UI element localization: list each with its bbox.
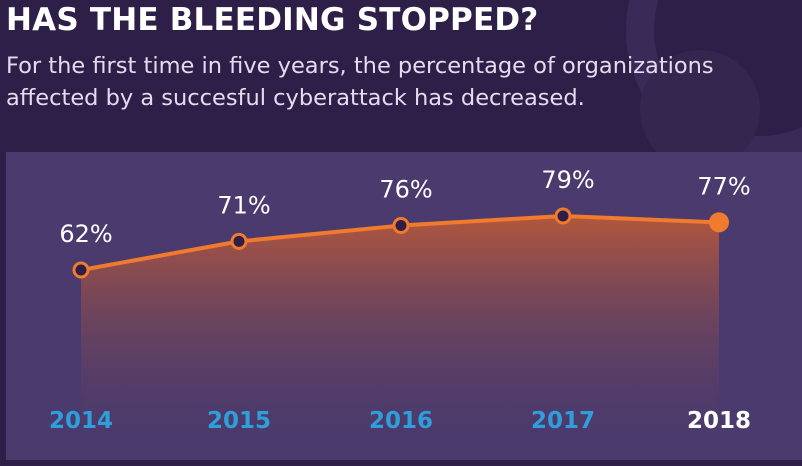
data-point-2017 (554, 207, 572, 225)
x-tick-label-2018: 2018 (687, 408, 751, 434)
x-tick-label-2014: 2014 (49, 408, 113, 434)
page-title: HAS THE BLEEDING STOPPED? (6, 2, 539, 38)
x-tick-label-2015: 2015 (207, 408, 271, 434)
area-fill (81, 216, 719, 460)
data-point-2016 (392, 217, 410, 235)
data-point-2014 (72, 261, 90, 279)
value-label-2016: 76% (379, 176, 432, 204)
data-point-2015 (230, 232, 248, 250)
value-label-2018: 77% (697, 172, 750, 200)
value-label-2015: 71% (217, 191, 270, 219)
page-subtitle: For the first time in five years, the pe… (6, 53, 714, 111)
value-label-2017: 79% (541, 166, 594, 194)
data-point-2018 (709, 212, 729, 233)
x-tick-label-2017: 2017 (531, 408, 595, 434)
x-tick-label-2016: 2016 (369, 408, 433, 434)
value-label-2014: 62% (59, 220, 112, 248)
